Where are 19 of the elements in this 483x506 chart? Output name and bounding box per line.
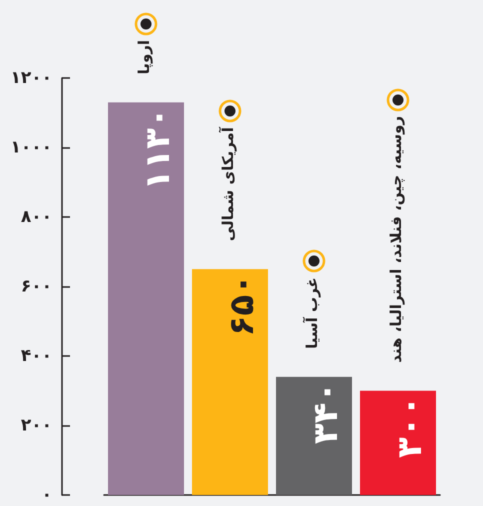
x-tick-label: آمریکای شمالی	[218, 126, 237, 242]
data-label: ۳۴۰	[306, 382, 346, 444]
bar	[108, 102, 184, 495]
y-tick-label: ۲۰۰	[20, 416, 52, 436]
data-label: ۶۵۰	[222, 274, 262, 336]
x-tick-label: اروپا	[135, 40, 153, 74]
bar	[276, 376, 352, 495]
y-tick-label: ۴۰۰	[20, 346, 52, 366]
data-label: ۱۱۳۰	[138, 107, 178, 190]
bar	[360, 390, 436, 495]
y-tick-label: ۱۲۰۰	[10, 68, 52, 88]
y-tick-label: ۰	[42, 485, 52, 505]
y-tick-label: ۸۰۰	[20, 207, 52, 227]
bar	[192, 269, 268, 495]
data-label: ۳۰۰	[390, 396, 430, 458]
x-tick-label: غرب آسیا	[302, 277, 321, 349]
y-tick-label: ۶۰۰	[20, 276, 52, 296]
y-tick-label: ۱۰۰۰	[10, 138, 52, 158]
x-tick-label: روسیه، چین، فنلاند، استرالیا، هند	[387, 116, 405, 363]
